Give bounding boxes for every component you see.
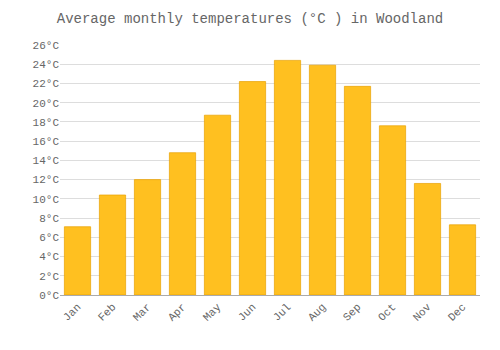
svg-text:22°C: 22°C xyxy=(33,78,60,90)
svg-text:26°C: 26°C xyxy=(33,40,60,52)
svg-text:Aug: Aug xyxy=(306,301,328,323)
svg-text:Average monthly temperatures (: Average monthly temperatures (°C ) in Wo… xyxy=(57,11,443,27)
svg-text:Mar: Mar xyxy=(131,301,153,323)
svg-text:10°C: 10°C xyxy=(33,194,60,206)
svg-text:0°C: 0°C xyxy=(39,290,59,302)
svg-text:14°C: 14°C xyxy=(33,155,60,167)
svg-text:4°C: 4°C xyxy=(39,251,59,263)
svg-text:20°C: 20°C xyxy=(33,98,60,110)
svg-text:6°C: 6°C xyxy=(39,232,59,244)
svg-text:Jun: Jun xyxy=(236,301,258,323)
svg-text:12°C: 12°C xyxy=(33,174,60,186)
svg-text:Apr: Apr xyxy=(166,301,188,323)
svg-text:8°C: 8°C xyxy=(39,213,59,225)
svg-text:2°C: 2°C xyxy=(39,271,59,283)
svg-text:Feb: Feb xyxy=(96,301,118,323)
svg-text:May: May xyxy=(201,301,224,324)
svg-text:Sep: Sep xyxy=(341,301,363,323)
svg-text:Oct: Oct xyxy=(376,301,398,323)
svg-text:24°C: 24°C xyxy=(33,59,60,71)
svg-text:Dec: Dec xyxy=(446,301,468,323)
svg-text:Nov: Nov xyxy=(411,301,434,324)
svg-text:16°C: 16°C xyxy=(33,136,60,148)
svg-text:18°C: 18°C xyxy=(33,117,60,129)
svg-text:Jul: Jul xyxy=(271,301,293,323)
svg-text:Jan: Jan xyxy=(61,301,83,323)
